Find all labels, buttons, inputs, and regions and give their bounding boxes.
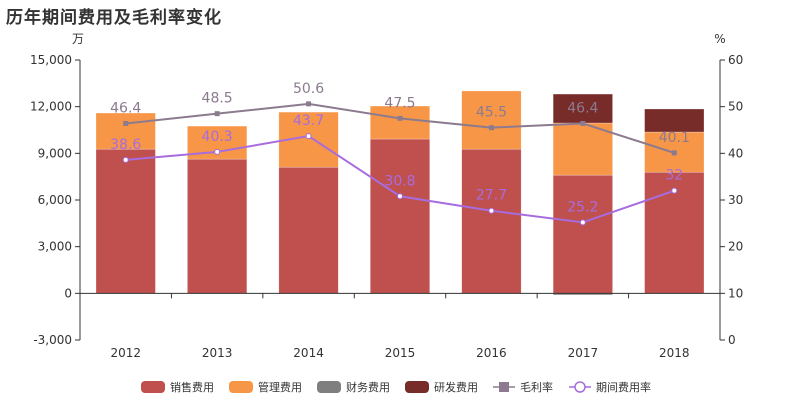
legend-swatch <box>229 381 253 393</box>
bar-segment-1-2012 <box>95 148 156 294</box>
chart-title: 历年期间费用及毛利率变化 <box>6 8 222 28</box>
legend-label: 财务费用 <box>346 380 390 394</box>
point-marker <box>305 133 312 140</box>
data-label: 30.8 <box>384 173 415 189</box>
bar-segment-1-2013 <box>187 158 248 294</box>
bars-layer <box>95 90 705 296</box>
left-tick-label: 9,000 <box>38 146 72 160</box>
axes-layer: -3,000 0 3,000 6,000 9,000 12,000 15,000 0 10 20 3… <box>30 53 743 360</box>
legend-marker-icon <box>499 382 509 392</box>
bar-segment-1-2015 <box>370 138 430 294</box>
point-marker <box>123 120 129 126</box>
data-label: 48.5 <box>202 91 233 107</box>
x-tick-label: 2016 <box>476 346 507 360</box>
data-label: 25.2 <box>567 199 598 215</box>
point-marker <box>671 187 678 194</box>
point-marker <box>671 150 677 156</box>
bar-segment-2-2015 <box>370 105 430 140</box>
legend-label: 期间费用率 <box>596 380 651 394</box>
bar-segment-1-2014 <box>278 166 339 294</box>
bar-segment-2-2016 <box>461 90 522 150</box>
x-tick-label: 2012 <box>110 346 141 360</box>
point-marker <box>579 219 586 226</box>
right-tick-label: 20 <box>728 240 743 254</box>
legend-label: 研发费用 <box>434 380 478 394</box>
point-marker <box>488 125 494 131</box>
point-marker <box>214 148 221 155</box>
right-axis-unit: % <box>714 32 725 46</box>
point-marker <box>122 156 129 163</box>
data-label: 40.1 <box>659 130 690 146</box>
right-tick-label: 30 <box>728 193 743 207</box>
x-tick-label: 2017 <box>568 346 599 360</box>
right-tick-label: 60 <box>728 53 743 67</box>
point-marker <box>214 111 220 117</box>
data-label: 40.3 <box>202 129 233 145</box>
bar-segment-1-2016 <box>461 148 522 294</box>
data-label: 46.4 <box>110 100 141 116</box>
legend-label: 销售费用 <box>170 380 214 394</box>
right-tick-label: 0 <box>728 333 736 347</box>
left-tick-label: 0 <box>64 286 72 300</box>
bar-segment-2-2017 <box>552 122 613 176</box>
left-tick-label: -3,000 <box>33 333 72 347</box>
bar-segment-1-2017 <box>552 174 613 294</box>
data-label: 38.6 <box>110 137 141 153</box>
legend-marker-icon <box>574 381 586 393</box>
lines-layer: 46.4 48.5 50.6 47.5 45.5 46.4 40.1 38.6 40.3 43.7… <box>110 81 690 226</box>
data-label: 45.5 <box>476 105 507 121</box>
data-label: 27.7 <box>476 188 507 204</box>
data-label: 32 <box>665 168 683 184</box>
data-label: 47.5 <box>384 95 415 111</box>
left-tick-label: 3,000 <box>38 240 72 254</box>
bar-segment-2-2012 <box>95 112 156 150</box>
point-marker <box>488 207 495 214</box>
data-label: 46.4 <box>567 100 598 116</box>
left-tick-label: 12,000 <box>30 100 72 114</box>
left-axis-unit: 万 <box>72 32 84 46</box>
right-tick-label: 40 <box>728 146 743 160</box>
bar-segment-4-2018 <box>644 108 705 133</box>
left-tick-label: 15,000 <box>30 53 72 67</box>
legend-label: 管理费用 <box>258 380 302 394</box>
x-tick-label: 2013 <box>202 346 233 360</box>
legend-label: 毛利率 <box>520 380 553 394</box>
right-tick-label: 50 <box>728 100 743 114</box>
x-tick-label: 2015 <box>385 346 416 360</box>
legend-swatch <box>405 381 429 393</box>
data-label: 43.7 <box>293 113 324 129</box>
point-marker <box>306 101 312 107</box>
point-marker <box>397 193 403 200</box>
legend: 销售费用 管理费用 财务费用 研发费用 毛利率 期间费用率 <box>141 380 651 394</box>
data-label: 50.6 <box>293 81 324 97</box>
left-tick-label: 6,000 <box>38 193 72 207</box>
x-tick-label: 2014 <box>293 346 324 360</box>
legend-swatch <box>141 381 165 393</box>
point-marker <box>397 115 403 121</box>
legend-swatch <box>317 381 341 393</box>
x-tick-label: 2018 <box>659 346 690 360</box>
point-marker <box>580 120 586 126</box>
bar-segment-2-2014 <box>278 111 339 168</box>
right-tick-label: 10 <box>728 286 743 300</box>
